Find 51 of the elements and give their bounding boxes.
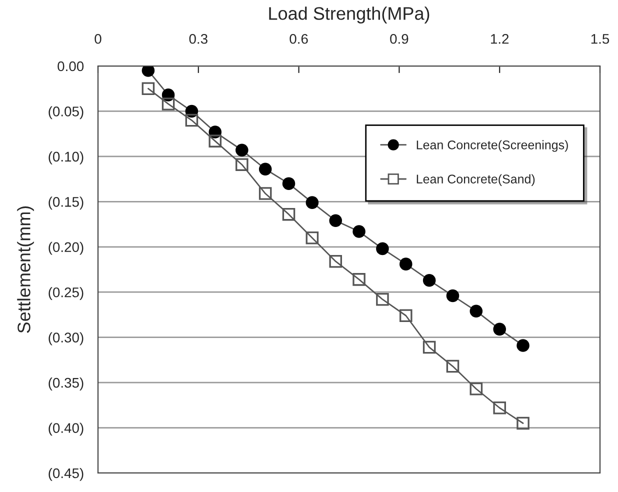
point [236,144,248,157]
y-tick-label: (0.45) [48,468,84,481]
point [306,196,319,209]
y-tick-label: (0.25) [48,287,84,300]
x-tick-label: 0.6 [290,34,308,44]
point [142,82,155,95]
point [329,214,342,228]
y-tick-label: (0.10) [48,151,84,164]
point [258,187,272,200]
y-tick-label: (0.35) [48,378,84,390]
y-tick-label: (0.20) [48,242,84,255]
point [376,242,389,256]
point [493,322,506,336]
point [162,98,175,110]
point [329,254,342,268]
point [516,339,530,352]
x-tick-label: 0.9 [390,34,408,44]
x-tick-label: 0.3 [189,34,208,44]
point [400,309,412,322]
y-tick-label: (0.30) [48,332,84,346]
y-tick-label: (0.15) [48,196,84,210]
y-tick-label: (0.05) [48,106,84,120]
point [306,231,319,244]
x-axis-title: Load Strength(MPa) [269,6,430,24]
x-tick-label: 1.5 [591,34,610,44]
x-tick-label: 1.2 [491,34,509,44]
x-tick-label: 0 [94,34,102,44]
point [352,273,366,286]
point [376,292,389,306]
point [185,114,198,127]
point [352,225,366,238]
point [282,177,296,190]
point [142,66,155,77]
point [400,258,412,270]
point [446,289,460,302]
y-tick-label: (0.40) [48,422,84,436]
legend-label: Lean Concrete(Sand) [416,174,535,186]
point [282,208,296,221]
point [493,401,506,414]
point [470,382,483,396]
point [422,340,436,354]
point [258,162,272,176]
y-tick-label: 0.00 [58,61,84,72]
point [470,304,483,318]
y-axis-title: Settlement(mm) [17,206,34,333]
point [236,158,248,171]
point [446,360,460,373]
point [422,274,436,287]
point [208,134,222,148]
legend-label: Lean Concrete(Screenings) [416,140,568,152]
point [516,416,530,430]
